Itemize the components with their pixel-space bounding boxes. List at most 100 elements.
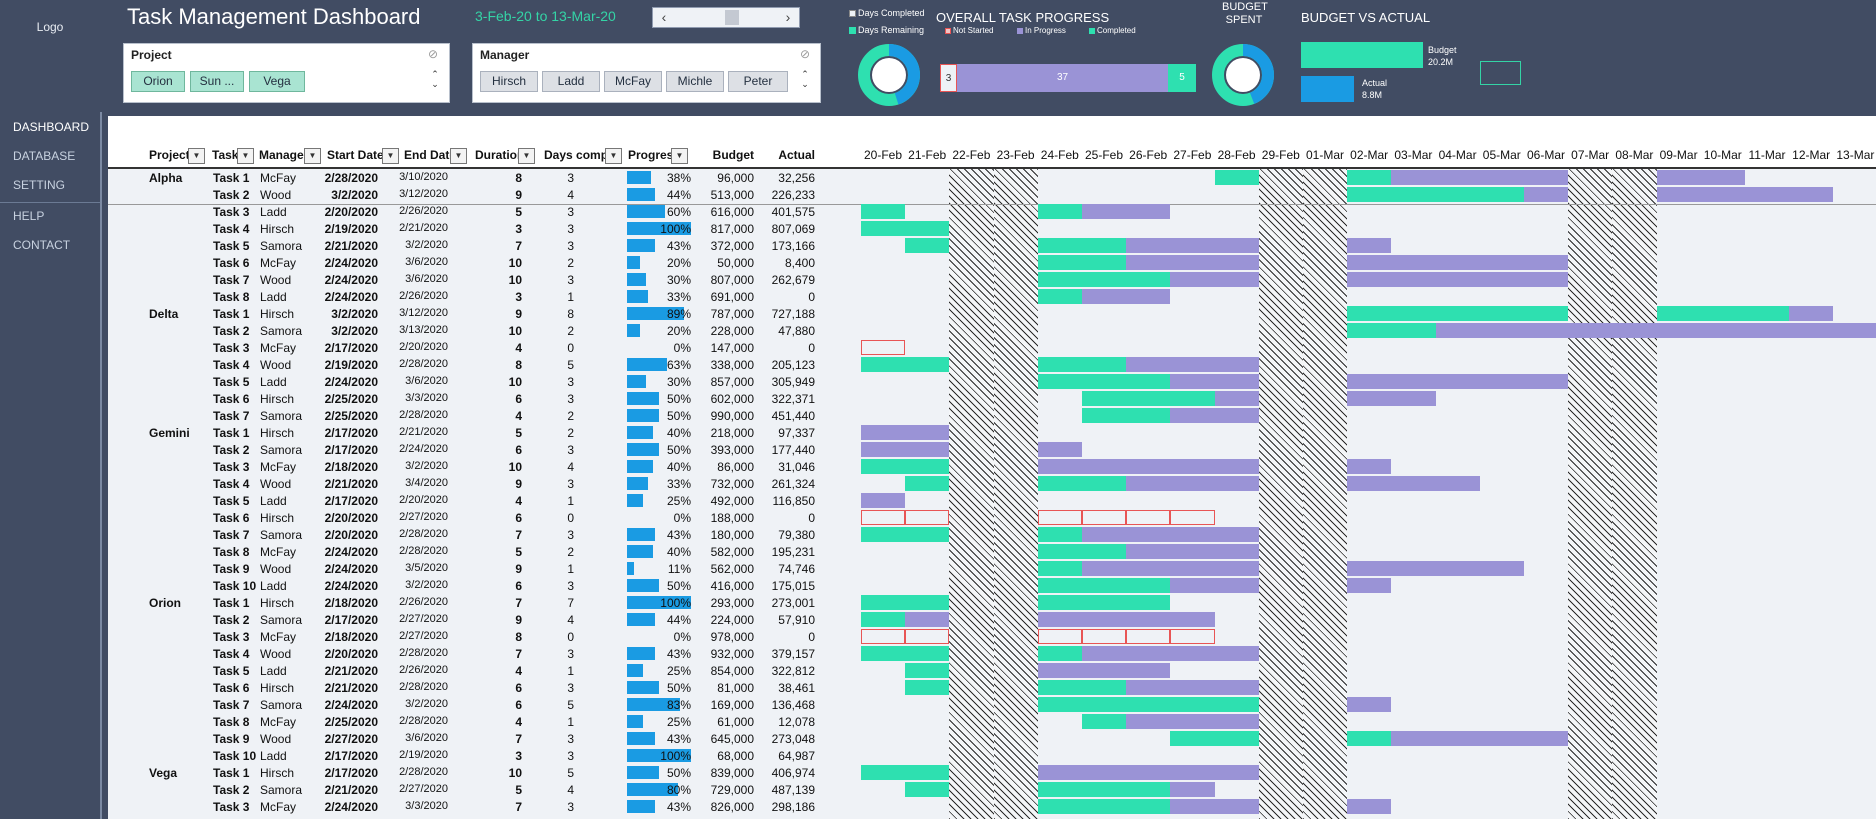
gantt-completed-bar xyxy=(861,527,950,542)
table-row[interactable]: Task 10 Ladd 2/17/2020 2/19/2020 3 3 68,000 64,… xyxy=(108,747,1876,764)
cell-start-date: 2/24/2020 xyxy=(324,579,378,593)
cell-end-date: 2/26/2020 xyxy=(399,205,448,217)
table-row[interactable]: Task 10 Ladd 2/24/2020 3/2/2020 6 3 416,000 175… xyxy=(108,577,1876,594)
table-row[interactable]: Task 7 Samora 2/20/2020 2/28/2020 7 3 180,000 7… xyxy=(108,526,1876,543)
cell-start-date: 2/21/2020 xyxy=(324,664,378,678)
table-row[interactable]: Task 3 McFay 2/18/2020 2/27/2020 8 0 978,000 0 0… xyxy=(108,628,1876,645)
table-row[interactable]: Gemini Task 1 Hirsch 2/17/2020 2/21/2020 5 2 21… xyxy=(108,424,1876,441)
table-row[interactable]: Task 2 Samora 2/17/2020 2/27/2020 9 4 224,000 5… xyxy=(108,611,1876,628)
scroll-thumb[interactable] xyxy=(725,10,739,25)
table-row[interactable]: Task 3 McFay 2/18/2020 3/2/2020 10 4 86,000 31,… xyxy=(108,458,1876,475)
table-row[interactable]: Task 7 Samora 2/25/2020 2/28/2020 4 2 990,000 4… xyxy=(108,407,1876,424)
slicer-chip-ladd[interactable]: Ladd xyxy=(542,71,600,92)
progress-fill xyxy=(627,749,691,762)
logo: Logo xyxy=(36,20,64,34)
clear-filter-icon[interactable]: ⊘ xyxy=(428,47,439,61)
slicer-chip-sun[interactable]: Sun ... xyxy=(190,71,244,92)
cell-end-date: 2/26/2020 xyxy=(399,290,448,302)
table-row[interactable]: Task 6 McFay 2/24/2020 3/6/2020 10 2 50,000 8,4… xyxy=(108,254,1876,271)
gantt-in-progress-bar xyxy=(1347,799,1392,814)
selected-cell[interactable] xyxy=(1480,61,1521,85)
table-row[interactable]: Delta Task 1 Hirsch 3/2/2020 3/12/2020 9 8 787,… xyxy=(108,305,1876,322)
cell-progress: 0% xyxy=(673,511,691,525)
scroll-left-icon[interactable]: ‹ xyxy=(661,9,667,25)
table-row[interactable]: Task 5 Samora 2/21/2020 3/2/2020 7 3 372,000 17… xyxy=(108,237,1876,254)
table-row[interactable]: Task 4 Wood 2/19/2020 2/28/2020 8 5 338,000 205… xyxy=(108,356,1876,373)
gantt-in-progress-bar xyxy=(1347,476,1480,491)
slicer-chip-orion[interactable]: Orion xyxy=(131,71,185,92)
nav-setting[interactable]: SETTING xyxy=(13,178,66,192)
cell-budget: 50,000 xyxy=(717,256,754,270)
nav-database[interactable]: DATABASE xyxy=(13,149,76,163)
gantt-not-started-cell xyxy=(861,629,906,644)
filter-dropdown-icon[interactable]: ▼ xyxy=(188,148,205,164)
cell-task: Task 2 xyxy=(213,324,250,338)
slicer-chip-vega[interactable]: Vega xyxy=(249,71,305,92)
filter-dropdown-icon[interactable]: ▼ xyxy=(304,148,321,164)
filter-dropdown-icon[interactable]: ▼ xyxy=(518,148,535,164)
table-row[interactable]: Task 7 Wood 2/24/2020 3/6/2020 10 3 807,000 262… xyxy=(108,271,1876,288)
table-row[interactable]: Task 8 McFay 2/25/2020 2/28/2020 4 1 61,000 12,… xyxy=(108,713,1876,730)
cell-end-date: 3/2/2020 xyxy=(405,579,448,591)
table-row[interactable]: Task 8 McFay 2/24/2020 2/28/2020 5 2 582,000 19… xyxy=(108,543,1876,560)
table-row[interactable]: Task 6 Hirsch 2/20/2020 2/27/2020 6 0 188,000 0… xyxy=(108,509,1876,526)
slicer-chip-peter[interactable]: Peter xyxy=(728,71,788,92)
table-row[interactable]: Alpha Task 1 McFay 2/28/2020 3/10/2020 8 3 96,0… xyxy=(108,169,1876,186)
table-row[interactable]: Task 6 Hirsch 2/21/2020 2/28/2020 6 3 81,000 38… xyxy=(108,679,1876,696)
table-row[interactable]: Task 5 Ladd 2/17/2020 2/20/2020 4 1 492,000 116… xyxy=(108,492,1876,509)
nav-help[interactable]: HELP xyxy=(13,209,45,223)
table-row[interactable]: Task 2 Wood 3/2/2020 3/12/2020 9 4 513,000 226,… xyxy=(108,186,1876,203)
filter-dropdown-icon[interactable]: ▼ xyxy=(605,148,622,164)
cell-start-date: 2/19/2020 xyxy=(324,358,378,372)
table-row[interactable]: Task 7 Samora 2/24/2020 3/2/2020 6 5 169,000 13… xyxy=(108,696,1876,713)
filter-dropdown-icon[interactable]: ▼ xyxy=(237,148,254,164)
filter-dropdown-icon[interactable]: ▼ xyxy=(382,148,399,164)
nav-dashboard[interactable]: DASHBOARD xyxy=(13,120,90,134)
gantt-not-started-cell xyxy=(1170,629,1215,644)
cell-progress: 43% xyxy=(666,647,691,661)
table-row[interactable]: Task 3 McFay 2/24/2020 3/3/2020 7 3 826,000 298… xyxy=(108,798,1876,815)
cell-budget: 169,000 xyxy=(710,698,754,712)
cell-start-date: 2/20/2020 xyxy=(324,528,378,542)
table-row[interactable]: Task 5 Ladd 2/21/2020 2/26/2020 4 1 854,000 322… xyxy=(108,662,1876,679)
table-row[interactable]: Task 9 Wood 2/27/2020 3/6/2020 7 3 645,000 273,… xyxy=(108,730,1876,747)
table-row[interactable]: Orion Task 1 Hirsch 2/18/2020 2/26/2020 7 7 293… xyxy=(108,594,1876,611)
cell-progress: 63% xyxy=(666,358,691,372)
cell-days-completed: 5 xyxy=(567,698,574,712)
table-row[interactable]: Task 9 Wood 2/24/2020 3/5/2020 9 1 562,000 74,7… xyxy=(108,560,1876,577)
date-header: 02-Mar xyxy=(1350,148,1389,162)
slicer-scroll-icon[interactable]: ⌃ ⌄ xyxy=(801,69,809,89)
timeline-scrollbar[interactable]: ‹ › xyxy=(652,7,800,28)
filter-dropdown-icon[interactable]: ▼ xyxy=(450,148,467,164)
table-row[interactable]: Vega Task 1 Hirsch 2/17/2020 2/28/2020 10 5 839… xyxy=(108,764,1876,781)
slicer-scroll-icon[interactable]: ⌃ ⌄ xyxy=(431,69,439,89)
filter-dropdown-icon[interactable]: ▼ xyxy=(671,148,688,164)
gantt-not-started-cell xyxy=(1126,629,1171,644)
cell-start-date: 2/24/2020 xyxy=(324,273,378,287)
table-row[interactable]: Task 4 Hirsch 2/19/2020 2/21/2020 3 3 817,000 8… xyxy=(108,220,1876,237)
table-row[interactable]: Task 4 Wood 2/21/2020 3/4/2020 9 3 732,000 261,… xyxy=(108,475,1876,492)
table-row[interactable]: Task 5 Ladd 2/24/2020 3/6/2020 10 3 857,000 305… xyxy=(108,373,1876,390)
cell-task: Task 8 xyxy=(213,545,250,559)
slicer-chip-hirsch[interactable]: Hirsch xyxy=(480,71,538,92)
table-row[interactable]: Task 2 Samora 2/17/2020 2/24/2020 6 3 393,000 1… xyxy=(108,441,1876,458)
cell-manager: Hirsch xyxy=(260,426,295,440)
cell-manager: Hirsch xyxy=(260,392,295,406)
slicer-chip-michle[interactable]: Michle xyxy=(666,71,724,92)
cell-manager: Wood xyxy=(260,273,292,287)
table-row[interactable]: Task 6 Hirsch 2/25/2020 3/3/2020 6 3 602,000 32… xyxy=(108,390,1876,407)
table-row[interactable]: Task 3 Ladd 2/20/2020 2/26/2020 5 3 616,000 401… xyxy=(108,203,1876,220)
cell-days-completed: 0 xyxy=(567,511,574,525)
nav-contact[interactable]: CONTACT xyxy=(13,238,71,252)
date-header: 01-Mar xyxy=(1305,148,1344,162)
slicer-chip-mcfay[interactable]: McFay xyxy=(604,71,662,92)
table-row[interactable]: Task 2 Samora 2/21/2020 2/27/2020 5 4 729,000 4… xyxy=(108,781,1876,798)
scroll-right-icon[interactable]: › xyxy=(785,9,791,25)
clear-filter-icon[interactable]: ⊘ xyxy=(800,47,811,61)
table-row[interactable]: Task 8 Ladd 2/24/2020 2/26/2020 3 1 691,000 0 33… xyxy=(108,288,1876,305)
table-row[interactable]: Task 2 Samora 3/2/2020 3/13/2020 10 2 228,000 4… xyxy=(108,322,1876,339)
cell-duration: 4 xyxy=(515,341,522,355)
cell-days-completed: 2 xyxy=(567,256,574,270)
table-row[interactable]: Task 3 McFay 2/17/2020 2/20/2020 4 0 147,000 0 0… xyxy=(108,339,1876,356)
table-row[interactable]: Task 4 Wood 2/20/2020 2/28/2020 7 3 932,000 379… xyxy=(108,645,1876,662)
